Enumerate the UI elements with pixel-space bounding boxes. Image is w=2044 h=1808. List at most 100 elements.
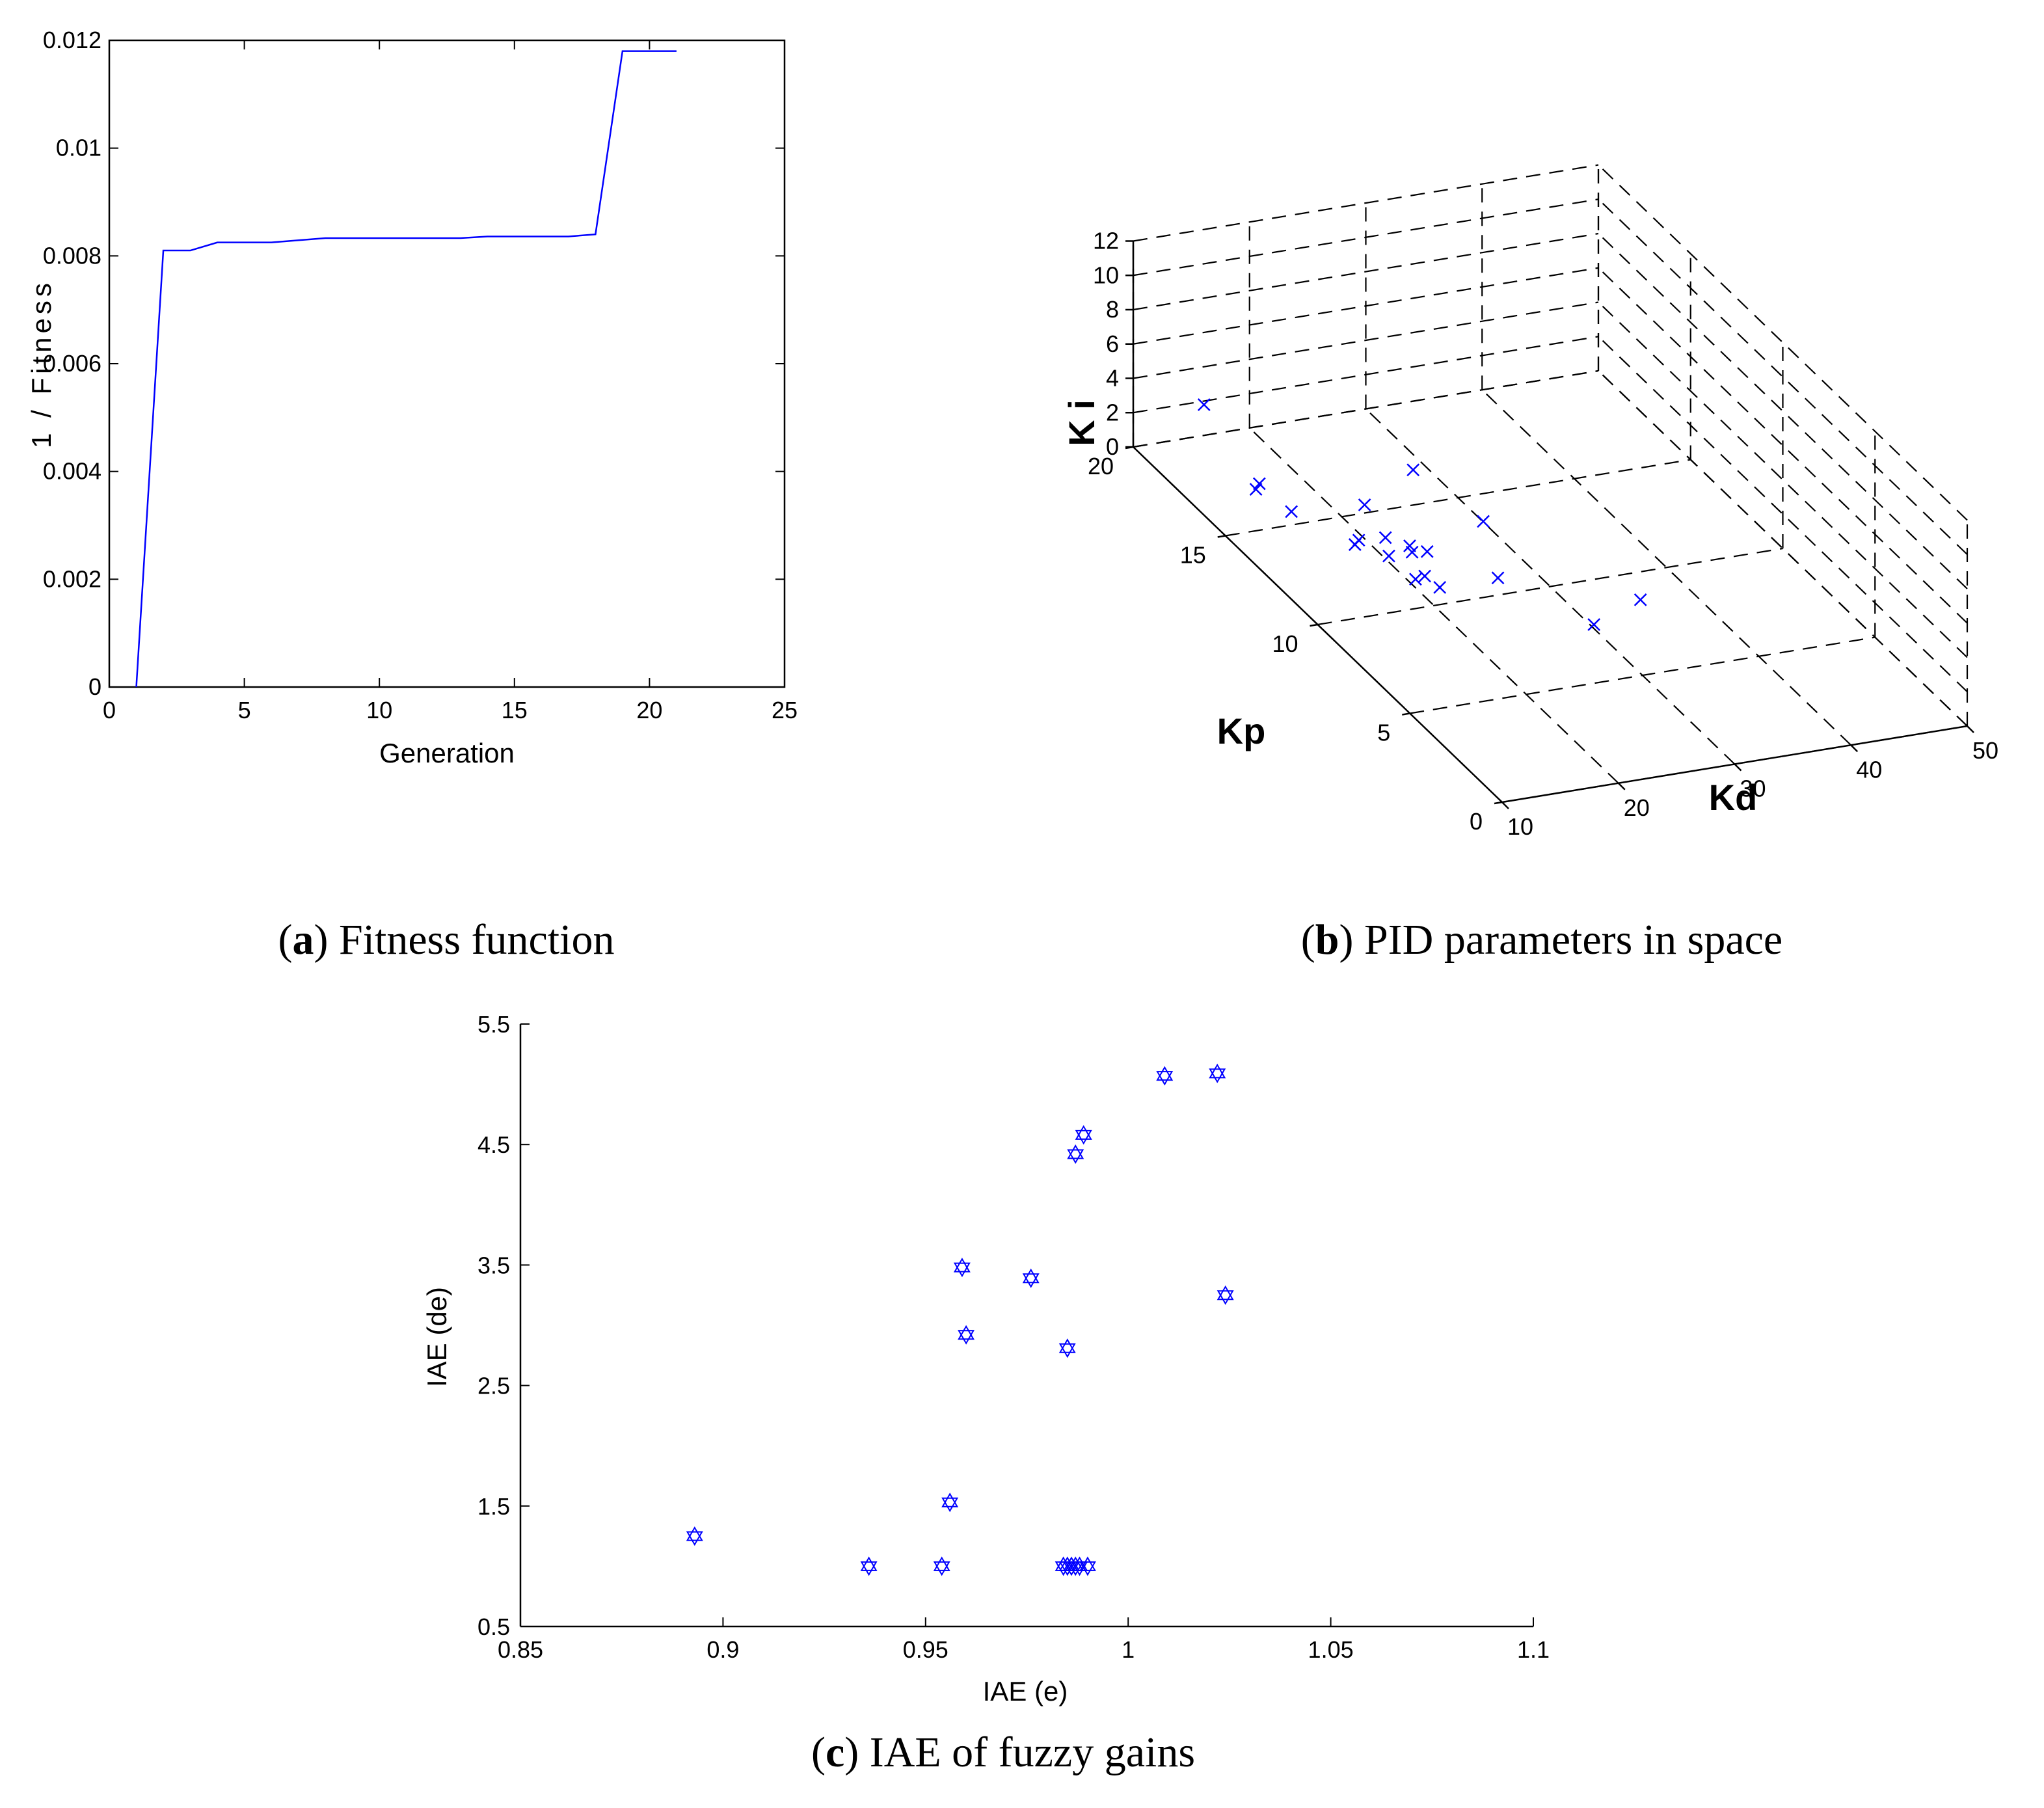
scatter-point bbox=[1197, 398, 1211, 411]
x-tick-label: 1 bbox=[1122, 1636, 1135, 1663]
kp-tick-label: 20 bbox=[1088, 453, 1114, 479]
y-axis-label: 1 / Fitness bbox=[26, 279, 57, 448]
scatter-point bbox=[1491, 571, 1505, 585]
x-axis-label: Generation bbox=[379, 738, 515, 768]
scatter-point bbox=[1022, 1268, 1040, 1288]
scatter-point bbox=[1352, 533, 1365, 547]
scatter-point bbox=[933, 1556, 950, 1576]
kp-tick-label: 10 bbox=[1272, 630, 1298, 657]
series-line bbox=[135, 50, 677, 688]
x-tick-label: 20 bbox=[636, 697, 662, 723]
back-wall-grid-line bbox=[1133, 198, 1599, 277]
scatter-point bbox=[686, 1526, 703, 1546]
kp-tick-mark bbox=[1402, 712, 1410, 716]
scatter-point bbox=[1634, 593, 1647, 606]
ki-tick-label: 10 bbox=[1093, 262, 1119, 288]
x-tick-label: 5 bbox=[238, 697, 251, 723]
ki-tick-label: 6 bbox=[1106, 331, 1119, 357]
y-tick-label: 1.5 bbox=[477, 1493, 510, 1520]
axis-ticks: 0 5 10 15 20 25 0 0.002 0.004 0.006 0.008 0.01 0.012 bbox=[43, 27, 798, 723]
x-tick-label: 0.9 bbox=[706, 1636, 739, 1663]
kd-tick-label: 50 bbox=[1972, 737, 1998, 764]
y-tick-label: 3.5 bbox=[477, 1252, 510, 1278]
y-tick-label: 0.008 bbox=[43, 242, 101, 269]
kp-tick-mark bbox=[1494, 801, 1503, 805]
floor-grid-line bbox=[1410, 636, 1876, 714]
scatter-point bbox=[1418, 569, 1431, 583]
chart-iae-fuzzy-gains: 0.85 0.9 0.95 1 1.05 1.1 0.5 1.5 2.5 3.5 4.5 5.5 IA… bbox=[422, 1011, 1550, 1776]
scatter-point bbox=[1067, 1144, 1084, 1165]
chart-fitness-function: 0 5 10 15 20 25 0 0.002 0.004 0.006 0.008 0.01 0.012… bbox=[26, 27, 798, 964]
scatter-point bbox=[1071, 1556, 1088, 1576]
x-tick-label: 15 bbox=[502, 697, 528, 723]
scatter-point bbox=[1409, 573, 1422, 586]
side-wall-grid-line bbox=[1598, 198, 1968, 556]
x-tick-label: 0.95 bbox=[903, 1636, 948, 1663]
scatter-point bbox=[1058, 1338, 1076, 1358]
scatter-point bbox=[1405, 545, 1419, 559]
caption-text: Fitness function bbox=[339, 916, 615, 964]
floor-grid-line bbox=[1365, 408, 1736, 765]
scatter-point bbox=[1217, 1285, 1234, 1305]
kd-tick-label: 30 bbox=[1740, 776, 1766, 802]
kd-tick-mark bbox=[1617, 782, 1626, 790]
caption-text: PID parameters in space bbox=[1364, 916, 1782, 964]
caption-letter: b bbox=[1315, 916, 1339, 964]
scatter-point bbox=[1249, 483, 1263, 496]
kd-tick-label: 10 bbox=[1507, 813, 1533, 840]
scatter-point bbox=[1252, 477, 1266, 491]
scatter-point bbox=[1378, 531, 1392, 545]
side-wall-grid-line bbox=[1598, 301, 1968, 658]
side-wall-grid-line bbox=[1598, 164, 1968, 521]
x-axis-label: Kd bbox=[1709, 777, 1758, 818]
kp-tick-mark bbox=[1310, 623, 1318, 627]
y-tick-label: 0.006 bbox=[43, 350, 101, 377]
kd-tick-label: 20 bbox=[1624, 794, 1650, 821]
ki-tick-label: 0 bbox=[1106, 433, 1119, 460]
y-tick-label: 0.5 bbox=[477, 1613, 510, 1640]
y-tick-label: 2.5 bbox=[477, 1373, 510, 1399]
ki-tick-label: 12 bbox=[1093, 228, 1119, 254]
x-tick-label: 0 bbox=[103, 697, 116, 723]
scatter-point bbox=[1382, 549, 1395, 563]
y-tick-label: 0 bbox=[88, 673, 101, 700]
scatter-point bbox=[1420, 545, 1434, 558]
scatter-point bbox=[1156, 1066, 1174, 1086]
side-wall-grid-line bbox=[1598, 233, 1968, 589]
caption: (c) IAE of fuzzy gains bbox=[811, 1729, 1195, 1776]
back-wall-grid-line bbox=[1133, 232, 1599, 311]
kp-tick-label: 15 bbox=[1180, 542, 1206, 569]
kd-tick-mark bbox=[1501, 802, 1509, 809]
scatter-points bbox=[1197, 398, 1647, 631]
y-tick-label: 0.01 bbox=[56, 135, 101, 161]
floor-grid-line bbox=[1248, 427, 1619, 784]
scatter-point bbox=[958, 1325, 975, 1345]
scatter-point bbox=[1477, 515, 1490, 528]
y-tick-label: 5.5 bbox=[477, 1011, 510, 1038]
x-tick-label: 25 bbox=[772, 697, 798, 723]
side-wall-grid-line bbox=[1598, 370, 1968, 727]
caption: (b) PID parameters in space bbox=[1301, 916, 1782, 964]
y-tick-label: 0.012 bbox=[43, 27, 101, 53]
y-tick-label: 0.004 bbox=[43, 458, 101, 485]
side-wall-grid-line bbox=[1598, 336, 1968, 693]
scatter-point bbox=[860, 1556, 878, 1576]
y-tick-label: 0.002 bbox=[43, 565, 101, 592]
x-tick-label: 1.1 bbox=[1517, 1636, 1550, 1663]
scatter-point bbox=[1358, 498, 1371, 511]
floor-grid-line bbox=[1225, 459, 1691, 537]
scatter-point bbox=[1433, 581, 1447, 594]
floor-grid-line bbox=[1317, 547, 1783, 626]
back-wall-grid-line bbox=[1133, 164, 1599, 242]
x-tick-label: 1.05 bbox=[1308, 1636, 1354, 1663]
kd-tick-mark bbox=[1734, 763, 1742, 772]
scatter-point bbox=[1285, 505, 1298, 519]
y-axis-label: Kp bbox=[1217, 710, 1266, 751]
scatter-point bbox=[1406, 463, 1420, 477]
scatter-point bbox=[1075, 1125, 1092, 1145]
ki-tick-label: 2 bbox=[1106, 399, 1119, 425]
kp-tick-mark bbox=[1217, 535, 1226, 538]
